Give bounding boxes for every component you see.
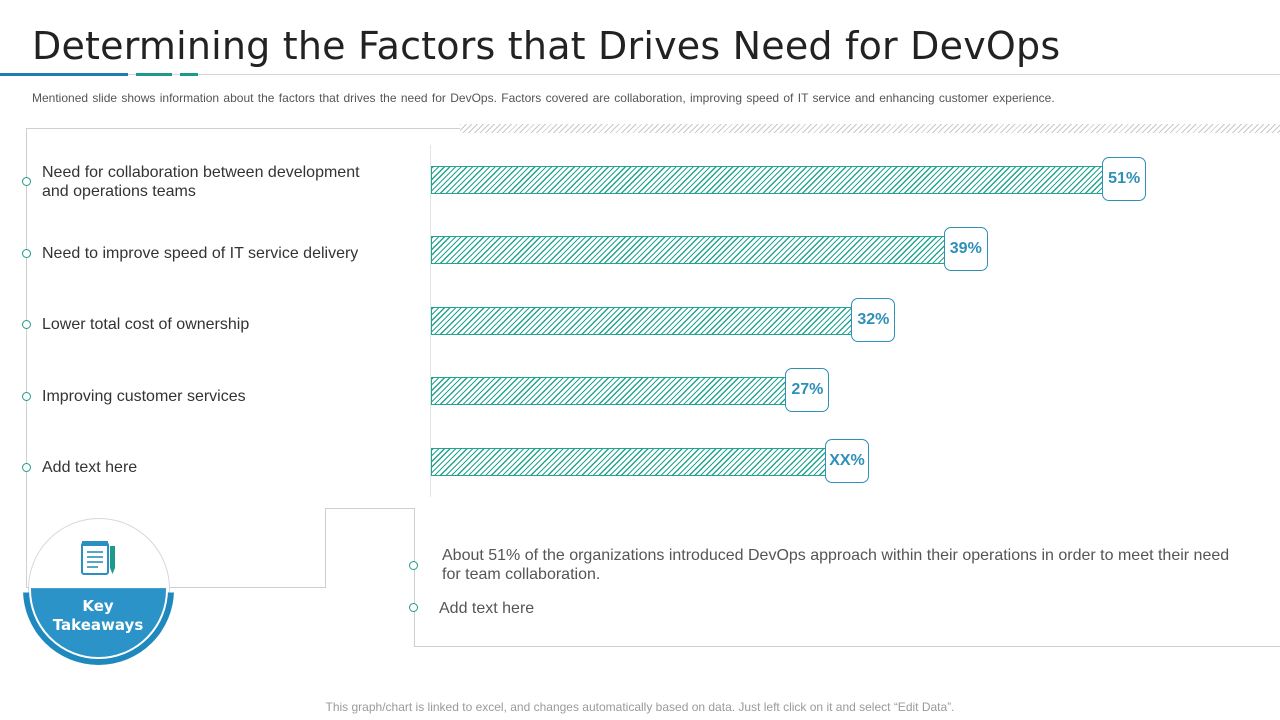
key-takeaways-label: Key Takeaways	[28, 597, 168, 635]
page-title: Determining the Factors that Drives Need…	[32, 24, 1061, 68]
category-label: Add text here	[42, 459, 138, 476]
category-bullet	[22, 177, 31, 186]
key-takeaways-line2: Takeaways	[52, 616, 144, 634]
bar-value-label: 51%	[1102, 157, 1147, 201]
takeaway-bullet	[409, 561, 418, 570]
bar	[431, 377, 788, 405]
notepad-pencil-icon	[81, 541, 115, 575]
frame-step-top	[325, 508, 415, 509]
title-divider	[0, 74, 1280, 75]
category-label: Lower total cost of ownership	[42, 316, 250, 333]
category-bullet	[22, 249, 31, 258]
takeaway-item: About 51% of the organizations introduce…	[442, 547, 1230, 583]
title-accent-green-2	[180, 73, 198, 76]
category-label: Improving customer services	[42, 388, 246, 405]
bar-value-label: XX%	[825, 439, 869, 483]
footer-note: This graph/chart is linked to excel, and…	[325, 700, 955, 714]
chart-axis-line	[430, 145, 431, 497]
bar-value-label: 39%	[943, 227, 988, 271]
category-label: Need for collaboration between developme…	[42, 164, 360, 200]
bar-value-label: 27%	[785, 368, 830, 412]
key-takeaways-line1: Key	[82, 597, 114, 615]
page-subtitle: Mentioned slide shows information about …	[32, 91, 1055, 105]
title-accent-green-1	[136, 73, 172, 76]
category-bullet	[22, 320, 31, 329]
title-accent-blue	[0, 73, 128, 76]
bar	[431, 166, 1105, 194]
frame-left-line	[26, 128, 27, 588]
category-bullet	[22, 392, 31, 401]
hatched-band	[460, 124, 1280, 133]
category-label: Need to improve speed of IT service deli…	[42, 245, 359, 262]
bar	[431, 307, 854, 335]
frame-step-vertical	[325, 508, 326, 588]
bar-value-label: 32%	[851, 298, 896, 342]
takeaway-item: Add text here	[439, 600, 535, 617]
bar	[431, 236, 946, 264]
bar	[431, 448, 827, 476]
takeaway-bullet	[409, 603, 418, 612]
frame-takeaway-bottom	[414, 646, 1280, 647]
frame-bottom-line	[26, 587, 325, 588]
frame-top-line	[26, 128, 460, 129]
frame-takeaway-left	[414, 508, 415, 647]
category-bullet	[22, 463, 31, 472]
